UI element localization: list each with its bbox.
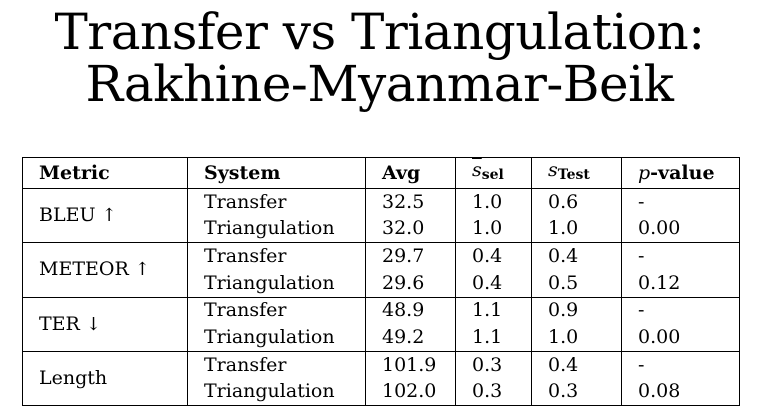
table-row: METEOR ↑ Transfer 29.7 0.4 0.4 - (22, 242, 740, 297)
p-value-cell: - (621, 187, 740, 216)
s-sel-cell: 0.3 (455, 378, 532, 406)
up-arrow-icon: ↑ (134, 259, 150, 281)
system-cell: Transfer (187, 350, 366, 379)
table-row: Length Transfer 101.9 0.3 0.4 - (22, 350, 740, 406)
s-test-cell: 0.9 (531, 296, 622, 325)
p-value-cell: - (621, 296, 740, 325)
up-arrow-icon: ↑ (101, 205, 117, 227)
down-arrow-icon: ↓ (85, 313, 101, 335)
header-p-value: p-value (621, 157, 740, 189)
s-test-cell: 0.6 (531, 187, 622, 216)
s-sel-cell: 0.4 (455, 269, 532, 297)
metric-label: METEOR (39, 258, 129, 281)
metric-label: TER (39, 312, 80, 335)
system-cell: Transfer (187, 242, 366, 270)
metric-label: BLEU (39, 204, 96, 227)
avg-cell: 29.6 (365, 269, 456, 297)
s-sel-subscript: sel (481, 167, 504, 183)
header-avg: Avg (365, 157, 456, 189)
results-table: Metric System Avg ssel sTest p-value BLE… (22, 157, 740, 406)
s-sel-cell: 1.0 (455, 215, 532, 243)
s-test-cell: 0.3 (531, 378, 622, 406)
p-value-cell: 0.00 (621, 324, 740, 352)
system-cell: Transfer (187, 187, 366, 216)
s-test-cell: 1.0 (531, 215, 622, 243)
metric-cell-length: Length (22, 350, 188, 406)
avg-cell: 32.5 (365, 187, 456, 216)
title-line-1: Transfer vs Triangulation: (54, 3, 705, 61)
s-sel-cell: 1.0 (455, 187, 532, 216)
system-cell: Triangulation (187, 269, 366, 297)
metric-cell-meteor: METEOR ↑ (22, 242, 188, 297)
avg-cell: 101.9 (365, 350, 456, 379)
metric-cell-bleu: BLEU ↑ (22, 187, 188, 243)
p-value-cell: - (621, 242, 740, 270)
avg-cell: 29.7 (365, 242, 456, 270)
header-row: Metric System Avg ssel sTest p-value (22, 157, 740, 189)
table-row: Triangulation 102.0 0.3 0.3 0.08 (23, 378, 740, 406)
header-s-sel: ssel (455, 157, 532, 189)
s-test-cell: 0.5 (531, 269, 622, 297)
s-sel-cell: 0.4 (455, 242, 532, 270)
s-test-cell: 0.4 (531, 242, 622, 270)
p-value-cell: 0.08 (621, 378, 740, 406)
s-test-cell: 1.0 (531, 324, 622, 352)
table-row: Triangulation 32.0 1.0 1.0 0.00 (23, 215, 740, 243)
metric-label: Length (39, 366, 108, 389)
s-test-cell: 0.4 (531, 350, 622, 379)
header-s-test: sTest (531, 157, 622, 189)
s-sel-symbol: s (472, 159, 482, 181)
header-metric: Metric (22, 157, 188, 189)
p-value-cell: - (621, 350, 740, 379)
s-test-symbol: s (548, 159, 558, 181)
table-row: Triangulation 29.6 0.4 0.5 0.12 (23, 269, 740, 297)
system-cell: Transfer (187, 296, 366, 325)
p-value-cell: 0.12 (621, 269, 740, 297)
table-row: TER ↓ Transfer 48.9 1.1 0.9 - (22, 296, 740, 352)
p-value-suffix: -value (650, 161, 715, 184)
p-value-cell: 0.00 (621, 215, 740, 243)
table-row: Triangulation 49.2 1.1 1.0 0.00 (23, 324, 740, 352)
s-sel-cell: 0.3 (455, 350, 532, 379)
system-cell: Triangulation (187, 215, 366, 243)
title-line-2: Rakhine-Myanmar-Beik (85, 55, 674, 113)
avg-cell: 49.2 (365, 324, 456, 352)
avg-cell: 102.0 (365, 378, 456, 406)
p-symbol: p (638, 161, 651, 184)
table-row: BLEU ↑ Transfer 32.5 1.0 0.6 - (22, 187, 740, 243)
s-sel-cell: 1.1 (455, 296, 532, 325)
system-cell: Triangulation (187, 324, 366, 352)
s-sel-cell: 1.1 (455, 324, 532, 352)
metric-cell-ter: TER ↓ (22, 296, 188, 352)
system-cell: Triangulation (187, 378, 366, 406)
chart-title: Transfer vs Triangulation: Rakhine-Myanm… (0, 6, 759, 110)
avg-cell: 48.9 (365, 296, 456, 325)
header-system: System (187, 157, 366, 189)
avg-cell: 32.0 (365, 215, 456, 243)
s-test-subscript: Test (557, 167, 590, 183)
